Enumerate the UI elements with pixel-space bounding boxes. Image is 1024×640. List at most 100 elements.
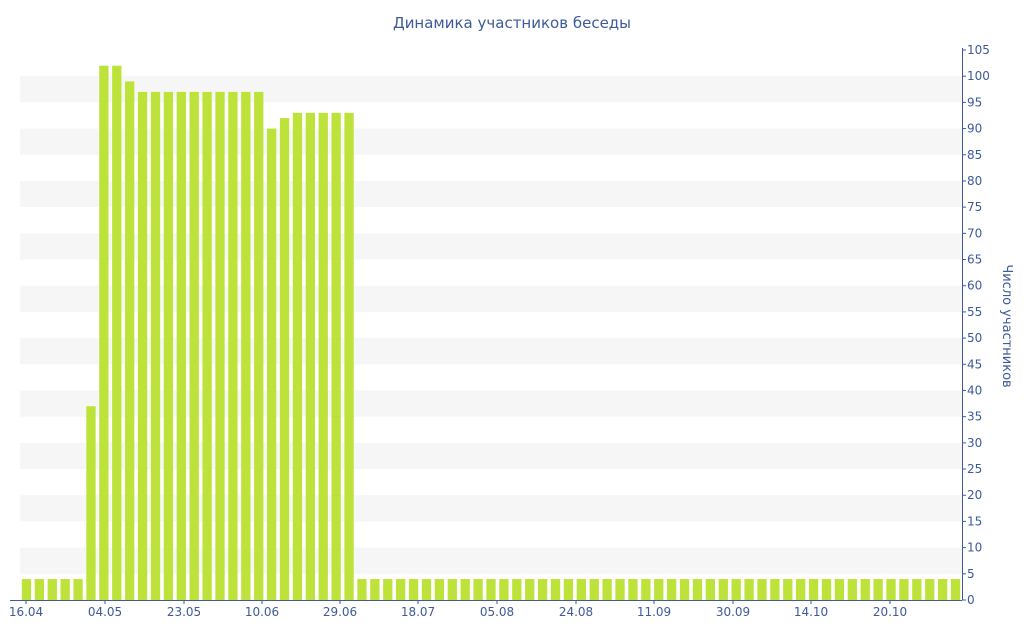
bar <box>602 579 612 600</box>
bar <box>434 579 445 600</box>
bar <box>228 91 238 601</box>
bar <box>163 91 174 601</box>
y-tick-label: 105 <box>967 43 990 57</box>
bar <box>370 579 380 600</box>
bar <box>692 579 703 600</box>
bar <box>731 579 741 600</box>
bar <box>241 91 251 601</box>
bar <box>563 579 574 600</box>
y-tick-label: 0 <box>967 593 975 607</box>
bar <box>499 579 509 600</box>
bar <box>202 91 212 601</box>
bar <box>576 579 586 600</box>
bar <box>189 91 199 601</box>
bar <box>679 579 690 600</box>
bar <box>112 65 122 600</box>
bar <box>808 579 819 600</box>
y-tick-label: 45 <box>967 357 982 371</box>
bar <box>383 579 393 600</box>
y-tick-label: 100 <box>967 69 990 83</box>
x-tick-label: 10.06 <box>245 605 279 619</box>
x-tick-label: 16.04 <box>9 605 43 619</box>
bar <box>331 112 341 601</box>
grid-band <box>20 390 962 417</box>
bar <box>473 579 483 600</box>
bar <box>266 128 277 600</box>
x-tick-label: 20.10 <box>873 605 907 619</box>
y-tick-label: 55 <box>967 305 982 319</box>
y-tick-label: 80 <box>967 174 982 188</box>
bar <box>86 406 96 600</box>
bar <box>408 579 419 600</box>
bar <box>628 579 638 600</box>
grid-bands <box>20 76 962 574</box>
bar <box>460 579 470 600</box>
bar <box>860 579 870 600</box>
y-tick-label: 70 <box>967 226 982 240</box>
y-tick-label: 10 <box>967 541 982 555</box>
bar <box>550 579 561 600</box>
grid-band <box>20 76 962 103</box>
bar <box>783 579 793 600</box>
y-tick-label: 50 <box>967 331 982 345</box>
y-axis-label: Число участников <box>999 264 1014 387</box>
x-axis: 16.04 04.05 23.05 10.06 29.06 18.07 05.08 24.08… <box>9 600 962 619</box>
bar <box>744 579 754 600</box>
bar <box>512 579 522 600</box>
y-axis: 0 5 10 15 20 25 30 35 40 45 50 55 60 65 70 75 80 85 90 95 10… <box>962 43 990 607</box>
grid-band <box>20 442 962 470</box>
grid-band <box>20 180 962 208</box>
bar <box>125 81 135 601</box>
grid-band <box>20 495 962 522</box>
bar <box>847 579 857 600</box>
y-tick-label: 40 <box>967 383 982 397</box>
bar <box>757 579 767 600</box>
grid-band <box>20 338 962 365</box>
bar <box>47 579 57 600</box>
x-tick-label: 24.08 <box>559 605 593 619</box>
bar <box>318 112 328 601</box>
bar <box>73 579 83 600</box>
bar <box>873 579 883 600</box>
x-tick-label: 30.09 <box>716 605 750 619</box>
y-tick-label: 95 <box>967 95 982 109</box>
bar <box>137 91 148 601</box>
bar <box>279 118 290 600</box>
bar <box>589 579 599 600</box>
grid-band <box>20 547 962 574</box>
bar <box>615 579 625 600</box>
y-tick-label: 30 <box>967 436 982 450</box>
x-tick-label: 18.07 <box>401 605 435 619</box>
bar <box>912 579 922 600</box>
chart-title: Динамика участников беседы <box>393 14 631 32</box>
bar <box>421 579 432 600</box>
bar <box>667 579 677 600</box>
x-tick-label: 14.10 <box>794 605 828 619</box>
bar <box>292 112 303 601</box>
bar <box>705 579 716 600</box>
y-tick-label: 85 <box>967 148 982 162</box>
x-tick-label: 29.06 <box>323 605 357 619</box>
y-tick-label: 65 <box>967 253 982 267</box>
bar <box>60 579 70 600</box>
y-tick-label: 35 <box>967 410 982 424</box>
bar <box>899 579 909 600</box>
y-tick-label: 5 <box>967 567 975 581</box>
bar <box>34 579 44 600</box>
y-tick-label: 25 <box>967 462 982 476</box>
bar <box>99 65 109 600</box>
bar <box>770 579 780 600</box>
bar <box>641 579 651 600</box>
x-tick-label: 05.08 <box>480 605 514 619</box>
bar <box>486 579 496 600</box>
bar <box>305 112 315 601</box>
bar <box>654 579 664 600</box>
bar <box>344 112 354 601</box>
y-tick-label: 60 <box>967 279 982 293</box>
bar <box>396 579 406 600</box>
y-tick-label: 15 <box>967 514 982 528</box>
bar <box>821 579 832 600</box>
bar <box>938 579 948 600</box>
y-tick-label: 75 <box>967 200 982 214</box>
